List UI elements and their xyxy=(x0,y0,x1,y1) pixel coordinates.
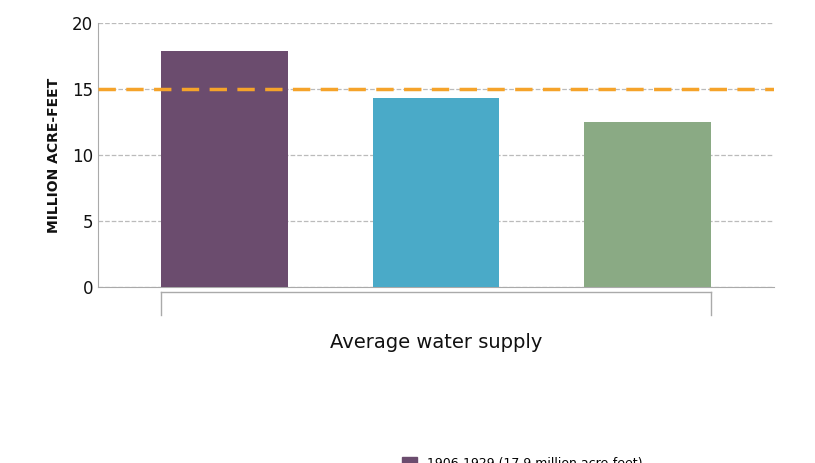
Legend: 1906-1929 (17.9 million acre-feet), 1930-1999 (14.3 million acre-feet), 2000-202: 1906-1929 (17.9 million acre-feet), 1930… xyxy=(402,457,642,463)
Bar xyxy=(161,51,288,287)
Bar xyxy=(372,98,500,287)
Bar xyxy=(584,122,711,287)
Text: Average water supply: Average water supply xyxy=(330,333,542,352)
Y-axis label: MILLION ACRE-FEET: MILLION ACRE-FEET xyxy=(46,77,60,233)
